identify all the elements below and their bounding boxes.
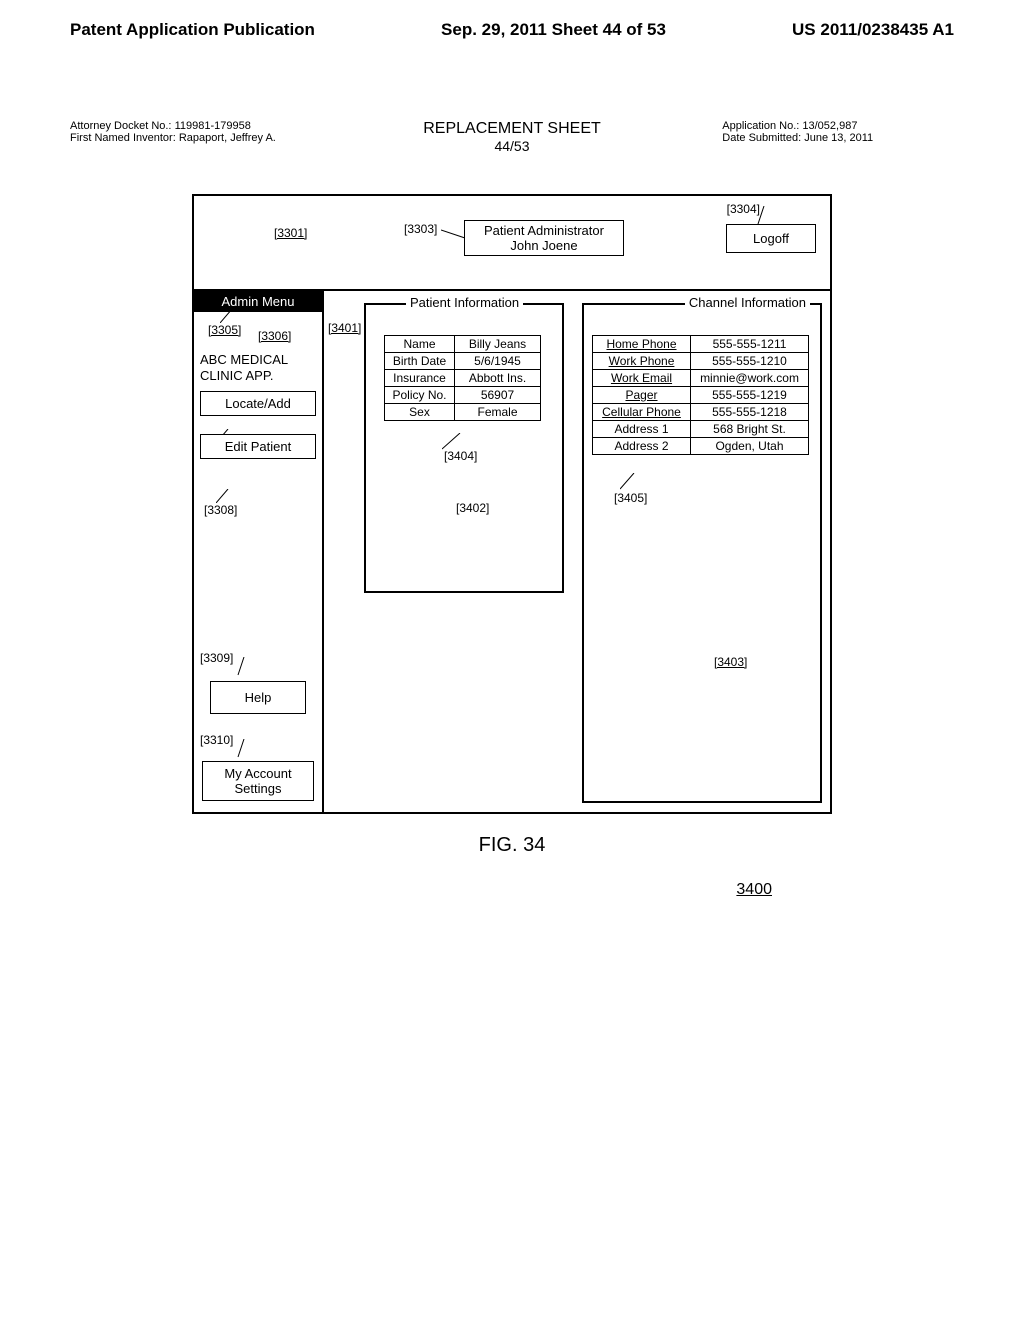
admin-name: John Joene: [469, 238, 619, 253]
table-row: Address 1568 Bright St.: [593, 421, 809, 438]
sheet-sub: 44/53: [366, 138, 658, 154]
channel-key: Address 1: [593, 421, 691, 438]
docket-value: 119981-179958: [175, 120, 251, 132]
patient-info-table: NameBilly JeansBirth Date5/6/1945Insuran…: [384, 335, 541, 421]
ref-3309: [3309]: [200, 651, 233, 665]
figure-number: 3400: [736, 881, 772, 899]
ref-3403: [3403]: [714, 655, 747, 669]
table-row: Home Phone555-555-1211: [593, 336, 809, 353]
table-row: Pager555-555-1219: [593, 387, 809, 404]
app-name: ABC MEDICAL CLINIC APP.: [200, 352, 316, 385]
channel-key: Work Phone: [593, 353, 691, 370]
locate-add-button[interactable]: Locate/Add: [200, 391, 316, 416]
table-row: Address 2Ogden, Utah: [593, 438, 809, 455]
patient-value: 5/6/1945: [455, 353, 541, 370]
logoff-label: Logoff: [753, 231, 789, 246]
ref-3304: [3304]: [727, 202, 760, 216]
channel-key: Address 2: [593, 438, 691, 455]
table-row: Birth Date5/6/1945: [385, 353, 541, 370]
pub-left: Patent Application Publication: [70, 20, 315, 40]
edit-patient-button[interactable]: Edit Patient: [200, 434, 316, 459]
pub-center: Sep. 29, 2011 Sheet 44 of 53: [441, 20, 666, 40]
channel-key: Cellular Phone: [593, 404, 691, 421]
channel-panel-title: Channel Information: [685, 295, 810, 310]
table-row: Work Phone555-555-1210: [593, 353, 809, 370]
ref-3404: [3404]: [444, 449, 477, 463]
table-row: InsuranceAbbott Ins.: [385, 370, 541, 387]
table-row: SexFemale: [385, 404, 541, 421]
logoff-button[interactable]: Logoff: [726, 224, 816, 253]
sidebar: Admin Menu [3305] [3306] ABC MEDICAL CLI…: [194, 291, 324, 812]
channel-key: Work Email: [593, 370, 691, 387]
content-area: [3401] Patient Information NameBilly Jea…: [324, 291, 830, 812]
channel-value: Ogden, Utah: [691, 438, 809, 455]
ref-3305: [3305]: [208, 323, 241, 337]
channel-info-table: Home Phone555-555-1211Work Phone555-555-…: [592, 335, 809, 455]
ref-3401: [3401]: [328, 321, 361, 335]
patient-panel-title: Patient Information: [406, 295, 523, 310]
patient-value: Female: [455, 404, 541, 421]
table-row: Cellular Phone555-555-1218: [593, 404, 809, 421]
my-account-button[interactable]: My Account Settings: [202, 761, 314, 801]
docket-label: Attorney Docket No.:: [70, 120, 172, 132]
channel-value: 568 Bright St.: [691, 421, 809, 438]
channel-value: 555-555-1218: [691, 404, 809, 421]
channel-value: minnie@work.com: [691, 370, 809, 387]
sheet-title: REPLACEMENT SHEET: [366, 120, 658, 138]
figure-34: [3301] [3303] Patient Administrator John…: [192, 194, 832, 857]
help-button[interactable]: Help: [210, 681, 306, 714]
table-row: NameBilly Jeans: [385, 336, 541, 353]
patient-value: Billy Jeans: [455, 336, 541, 353]
channel-value: 555-555-1219: [691, 387, 809, 404]
ref-3405: [3405]: [614, 491, 647, 505]
channel-key: Home Phone: [593, 336, 691, 353]
patient-key: Insurance: [385, 370, 455, 387]
admin-menu-header: Admin Menu: [194, 291, 322, 312]
table-row: Work Emailminnie@work.com: [593, 370, 809, 387]
ref-3306: [3306]: [258, 329, 291, 343]
patient-info-panel: Patient Information NameBilly JeansBirth…: [364, 303, 564, 593]
date-value: June 13, 2011: [804, 132, 873, 144]
patient-key: Birth Date: [385, 353, 455, 370]
table-row: Policy No.56907: [385, 387, 541, 404]
figure-caption: FIG. 34: [192, 834, 832, 857]
ref-3308: [3308]: [204, 503, 237, 517]
ref-3303: [3303]: [404, 222, 437, 236]
pub-right: US 2011/0238435 A1: [792, 20, 954, 40]
ref-3402: [3402]: [456, 501, 489, 515]
patient-value: Abbott Ins.: [455, 370, 541, 387]
publication-header: Patent Application Publication Sep. 29, …: [60, 20, 964, 40]
ref-3310: [3310]: [200, 733, 233, 747]
patient-key: Name: [385, 336, 455, 353]
date-label: Date Submitted:: [722, 132, 801, 144]
channel-value: 555-555-1211: [691, 336, 809, 353]
channel-info-panel: Channel Information Home Phone555-555-12…: [582, 303, 822, 803]
inventor-value: Rapaport, Jeffrey A.: [179, 132, 276, 144]
channel-value: 555-555-1210: [691, 353, 809, 370]
ref-3301: [3301]: [274, 226, 307, 240]
admin-title: Patient Administrator: [469, 223, 619, 238]
patient-key: Sex: [385, 404, 455, 421]
inventor-label: First Named Inventor:: [70, 132, 176, 144]
topbar: [3301] [3303] Patient Administrator John…: [194, 196, 830, 291]
patient-key: Policy No.: [385, 387, 455, 404]
patient-value: 56907: [455, 387, 541, 404]
app-no: 13/052,987: [802, 120, 857, 132]
admin-label-box: Patient Administrator John Joene: [464, 220, 624, 256]
channel-key: Pager: [593, 387, 691, 404]
app-label: Application No.:: [722, 120, 799, 132]
meta-block: Attorney Docket No.: 119981-179958 First…: [60, 120, 964, 164]
